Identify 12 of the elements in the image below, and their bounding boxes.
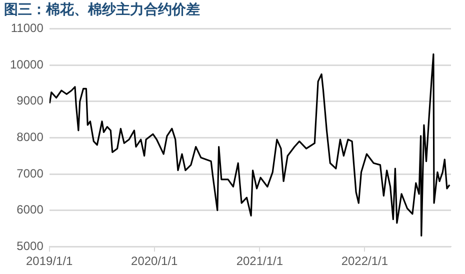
y-tick-label: 11000 — [10, 21, 44, 36]
y-tick-label: 7000 — [16, 166, 44, 180]
y-tick-label: 10000 — [10, 57, 44, 72]
x-tick-label: 2020/1/1 — [131, 254, 178, 268]
y-tick-label: 9000 — [16, 94, 44, 108]
chart-title: 图三：棉花、棉纱主力合约价差 — [4, 1, 200, 18]
x-tick-label: 2021/1/1 — [236, 254, 284, 268]
x-tick-label: 2022/1/1 — [341, 254, 388, 268]
y-tick-label: 8000 — [16, 130, 44, 144]
x-tick-label: 2019/1/1 — [26, 254, 74, 268]
y-tick-label: 5000 — [16, 238, 44, 253]
y-tick-label: 6000 — [16, 202, 44, 217]
